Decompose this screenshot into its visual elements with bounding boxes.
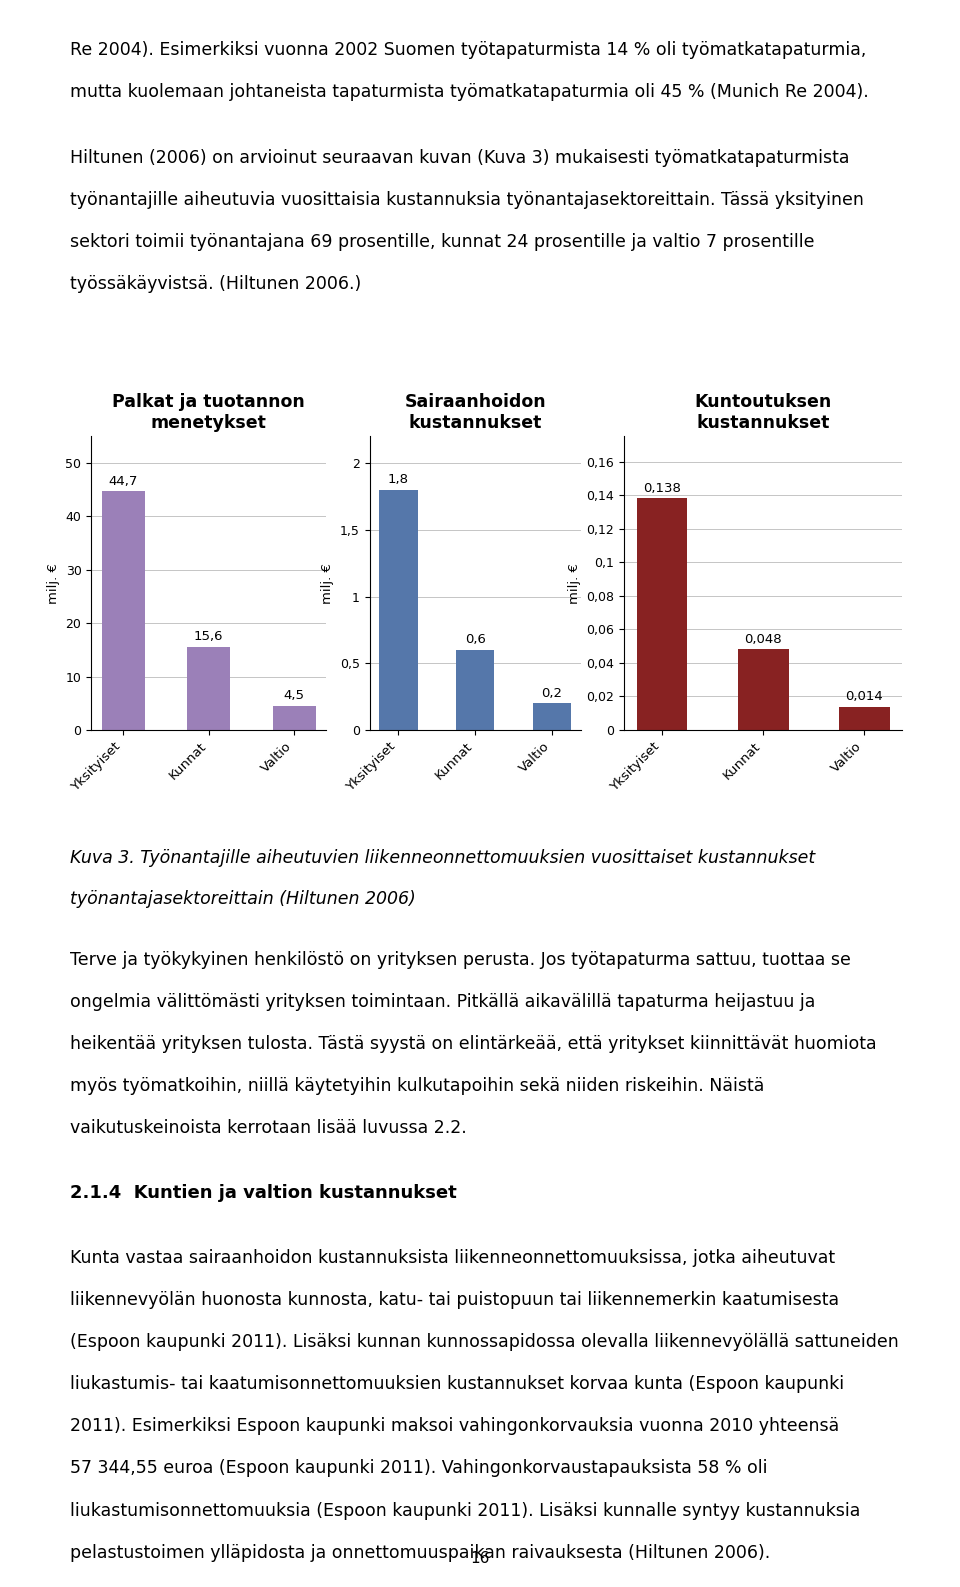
Text: Kunta vastaa sairaanhoidon kustannuksista liikenneonnettomuuksissa, jotka aiheut: Kunta vastaa sairaanhoidon kustannuksist…: [70, 1249, 835, 1266]
Bar: [187, 647, 230, 730]
Bar: [738, 649, 788, 730]
Text: 2.1.4  Kuntien ja valtion kustannukset: 2.1.4 Kuntien ja valtion kustannukset: [70, 1184, 457, 1201]
Text: Sairaanhoidon
kustannukset: Sairaanhoidon kustannukset: [404, 394, 546, 432]
Text: 0,6: 0,6: [465, 633, 486, 646]
Text: sektori toimii työnantajana 69 prosentille, kunnat 24 prosentille ja valtio 7 pr: sektori toimii työnantajana 69 prosentil…: [70, 233, 815, 251]
Text: työnantajasektoreittain (Hiltunen 2006): työnantajasektoreittain (Hiltunen 2006): [70, 890, 416, 908]
Text: Kuntoutuksen
kustannukset: Kuntoutuksen kustannukset: [695, 394, 831, 432]
Y-axis label: milj. €: milj. €: [47, 563, 60, 603]
Text: työnantajille aiheutuvia vuosittaisia kustannuksia työnantajasektoreittain. Täss: työnantajille aiheutuvia vuosittaisia ku…: [70, 190, 864, 208]
Text: 1,8: 1,8: [388, 473, 409, 486]
Text: Terve ja työkykyinen henkilöstö on yrityksen perusta. Jos työtapaturma sattuu, t: Terve ja työkykyinen henkilöstö on yrity…: [70, 951, 851, 968]
Text: 57 344,55 euroa (Espoon kaupunki 2011). Vahingonkorvaustapauksista 58 % oli: 57 344,55 euroa (Espoon kaupunki 2011). …: [70, 1460, 768, 1477]
Text: Palkat ja tuotannon
menetykset: Palkat ja tuotannon menetykset: [112, 394, 305, 432]
Text: myös työmatkoihin, niillä käytetyihin kulkutapoihin sekä niiden riskeihin. Näist: myös työmatkoihin, niillä käytetyihin ku…: [70, 1078, 764, 1095]
Text: Hiltunen (2006) on arvioinut seuraavan kuvan (Kuva 3) mukaisesti työmatkatapatur: Hiltunen (2006) on arvioinut seuraavan k…: [70, 149, 850, 167]
Bar: [379, 490, 418, 730]
Y-axis label: milj. €: milj. €: [567, 563, 581, 603]
Text: 0,138: 0,138: [643, 482, 681, 495]
Text: liikennevyölän huonosta kunnosta, katu- tai puistopuun tai liikennemerkin kaatum: liikennevyölän huonosta kunnosta, katu- …: [70, 1292, 839, 1309]
Bar: [456, 651, 494, 730]
Bar: [636, 498, 687, 730]
Bar: [839, 706, 890, 730]
Text: vaikutuskeinoista kerrotaan lisää luvussa 2.2.: vaikutuskeinoista kerrotaan lisää luvuss…: [70, 1119, 467, 1136]
Bar: [102, 492, 145, 730]
Text: liukastumis- tai kaatumisonnettomuuksien kustannukset korvaa kunta (Espoon kaupu: liukastumis- tai kaatumisonnettomuuksien…: [70, 1376, 844, 1393]
Text: ongelmia välittömästi yrityksen toimintaan. Pitkällä aikavälillä tapaturma heija: ongelmia välittömästi yrityksen toiminta…: [70, 993, 815, 1011]
Bar: [533, 703, 571, 730]
Text: 44,7: 44,7: [108, 475, 138, 487]
Text: heikentää yrityksen tulosta. Tästä syystä on elintärkeää, että yritykset kiinnit: heikentää yrityksen tulosta. Tästä syyst…: [70, 1035, 876, 1052]
Bar: [273, 706, 316, 730]
Text: 16: 16: [470, 1552, 490, 1566]
Text: 0,048: 0,048: [744, 633, 782, 646]
Text: 0,2: 0,2: [541, 687, 563, 700]
Text: 15,6: 15,6: [194, 630, 224, 643]
Text: Re 2004). Esimerkiksi vuonna 2002 Suomen työtapaturmista 14 % oli työmatkatapatu: Re 2004). Esimerkiksi vuonna 2002 Suomen…: [70, 41, 867, 59]
Text: pelastustoimen ylläpidosta ja onnettomuuspaikan raivauksesta (Hiltunen 2006).: pelastustoimen ylläpidosta ja onnettomuu…: [70, 1544, 770, 1562]
Text: Kuva 3. Työnantajille aiheutuvien liikenneonnettomuuksien vuosittaiset kustannuk: Kuva 3. Työnantajille aiheutuvien liiken…: [70, 849, 815, 867]
Text: 0,014: 0,014: [846, 690, 883, 703]
Text: työssäkäyvistsä. (Hiltunen 2006.): työssäkäyvistsä. (Hiltunen 2006.): [70, 275, 361, 292]
Text: mutta kuolemaan johtaneista tapaturmista työmatkatapaturmia oli 45 % (Munich Re : mutta kuolemaan johtaneista tapaturmista…: [70, 83, 869, 102]
Text: liukastumisonnettomuuksia (Espoon kaupunki 2011). Lisäksi kunnalle syntyy kustan: liukastumisonnettomuuksia (Espoon kaupun…: [70, 1501, 860, 1519]
Text: 4,5: 4,5: [284, 689, 305, 703]
Text: (Espoon kaupunki 2011). Lisäksi kunnan kunnossapidossa olevalla liikennevyölällä: (Espoon kaupunki 2011). Lisäksi kunnan k…: [70, 1333, 899, 1351]
Text: 2011). Esimerkiksi Espoon kaupunki maksoi vahingonkorvauksia vuonna 2010 yhteens: 2011). Esimerkiksi Espoon kaupunki makso…: [70, 1417, 839, 1435]
Y-axis label: milj. €: milj. €: [322, 563, 334, 603]
